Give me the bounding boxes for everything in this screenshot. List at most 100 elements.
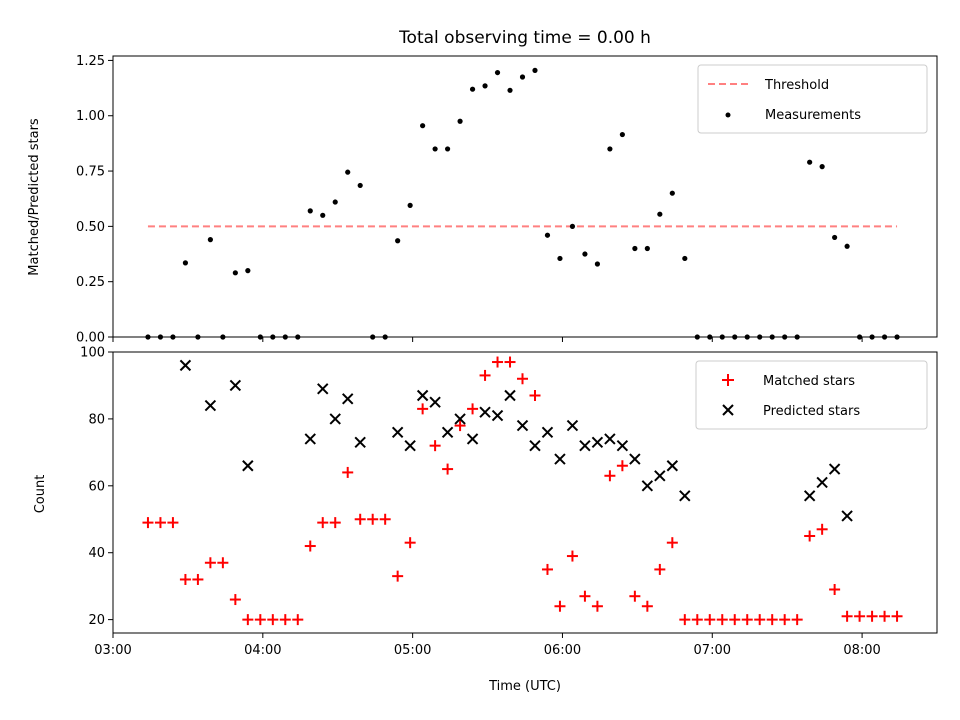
predicted-x-b [591,436,604,449]
matched-star-point [192,573,204,585]
measurement-point [844,243,850,249]
measurement-point [282,334,288,340]
predicted-star-point [566,419,579,432]
matched-star-point [392,570,404,582]
predicted-star-point [454,413,466,425]
matched-star-point [167,517,179,529]
predicted-star-point [516,419,529,432]
predicted-star-point [841,510,853,522]
matched-star-point [417,403,429,415]
top-y-tick-label: 0.50 [76,220,105,235]
matched-star-point [217,557,229,569]
matched-star-point [604,470,616,482]
measurement-point [644,245,650,252]
matched-star-point [317,517,329,529]
measurement-point [457,118,463,124]
x-tick-label: 03:00 [94,643,131,658]
predicted-star-point [803,490,816,502]
measurement-point [207,237,213,243]
measurement-point [881,334,888,340]
measurement-point [270,334,276,340]
predicted-x-b [816,476,828,489]
legend-measurements-swatch [725,112,731,118]
matched-star-point [804,530,816,542]
measurement-point [682,255,688,262]
measurement-point [220,334,226,340]
measurement-point [257,334,263,340]
x-tick-label: 07:00 [694,643,731,658]
legend-matched-label: Matched stars [763,374,855,389]
matched-star-point [429,440,441,452]
bottom-x-ticks: 03:00 04:00 05:00 06:00 07:00 08:00 [94,633,881,658]
matched-star-point [242,614,254,626]
predicted-x-b [841,510,853,522]
matched-star-point [229,594,241,606]
measurement-point [519,74,526,80]
matched-star-point [829,584,841,596]
predicted-x-b [466,433,479,445]
predicted-star-point [416,389,429,402]
matched-star-point [854,610,866,622]
matched-star-point [791,614,803,626]
matched-star-point [304,540,316,552]
predicted-x-b [554,453,566,465]
matched-star-point [529,389,541,401]
matched-star-point [641,600,653,612]
predicted-star-point [229,379,242,392]
predicted-x-b [629,453,641,465]
matched-star-point [279,614,291,626]
matched-star-point [554,600,566,612]
measurement-point [395,238,401,244]
matched-star-point [342,466,354,478]
measurement-point [544,232,551,238]
legend-predicted-label: Predicted stars [763,404,860,419]
measurement-point [732,334,738,340]
measurement-point [320,212,326,218]
matched-star-point [891,610,903,622]
predicted-star-point [179,359,192,372]
predicted-x-b [242,460,254,472]
measurement-point [507,87,513,93]
predicted-x-b [541,426,554,438]
predicted-star-point [579,439,591,452]
matched-star-point [766,614,778,626]
predicted-star-point [504,389,516,402]
matched-star-point [629,590,641,602]
matched-star-point [267,614,279,626]
top-y-tick-label: 0.25 [76,275,105,290]
measurement-point [832,234,838,241]
matched-star-point [679,614,691,626]
bottom-plot-area [112,351,938,634]
matched-star-point [354,513,366,525]
predicted-star-point [816,476,828,489]
predicted-x-b [204,399,217,412]
measurement-point [494,69,501,76]
measurement-point [669,190,675,196]
predicted-star-point [342,393,354,405]
matched-star-point [879,610,891,622]
matched-star-point [816,523,828,535]
measurement-point [707,334,713,340]
measurement-point [195,334,201,340]
predicted-x-b [604,433,616,445]
matched-star-point [467,403,479,415]
measurement-point [856,334,863,340]
top-y-tick-label: 0.00 [76,331,105,346]
predicted-star-point [679,490,691,502]
matched-star-point [741,614,753,626]
predicted-x-b [666,460,679,472]
top-legend: Threshold Measurements [697,64,928,134]
chart-title: Total observing time = 0.00 h [398,28,651,48]
top-x-ticks [112,337,863,342]
x-tick-label: 08:00 [843,643,880,658]
predicted-star-point [591,436,604,449]
measurement-point [582,251,588,257]
predicted-x-b [504,389,516,402]
measurement-point [819,164,825,170]
predicted-star-point [204,399,217,412]
x-tick-label: 05:00 [394,643,431,658]
measurement-point [894,334,900,340]
measurement-point [182,260,189,266]
top-panel: 0.00 0.25 0.50 0.75 1.00 1.25 Matched/Predict… [27,54,938,346]
